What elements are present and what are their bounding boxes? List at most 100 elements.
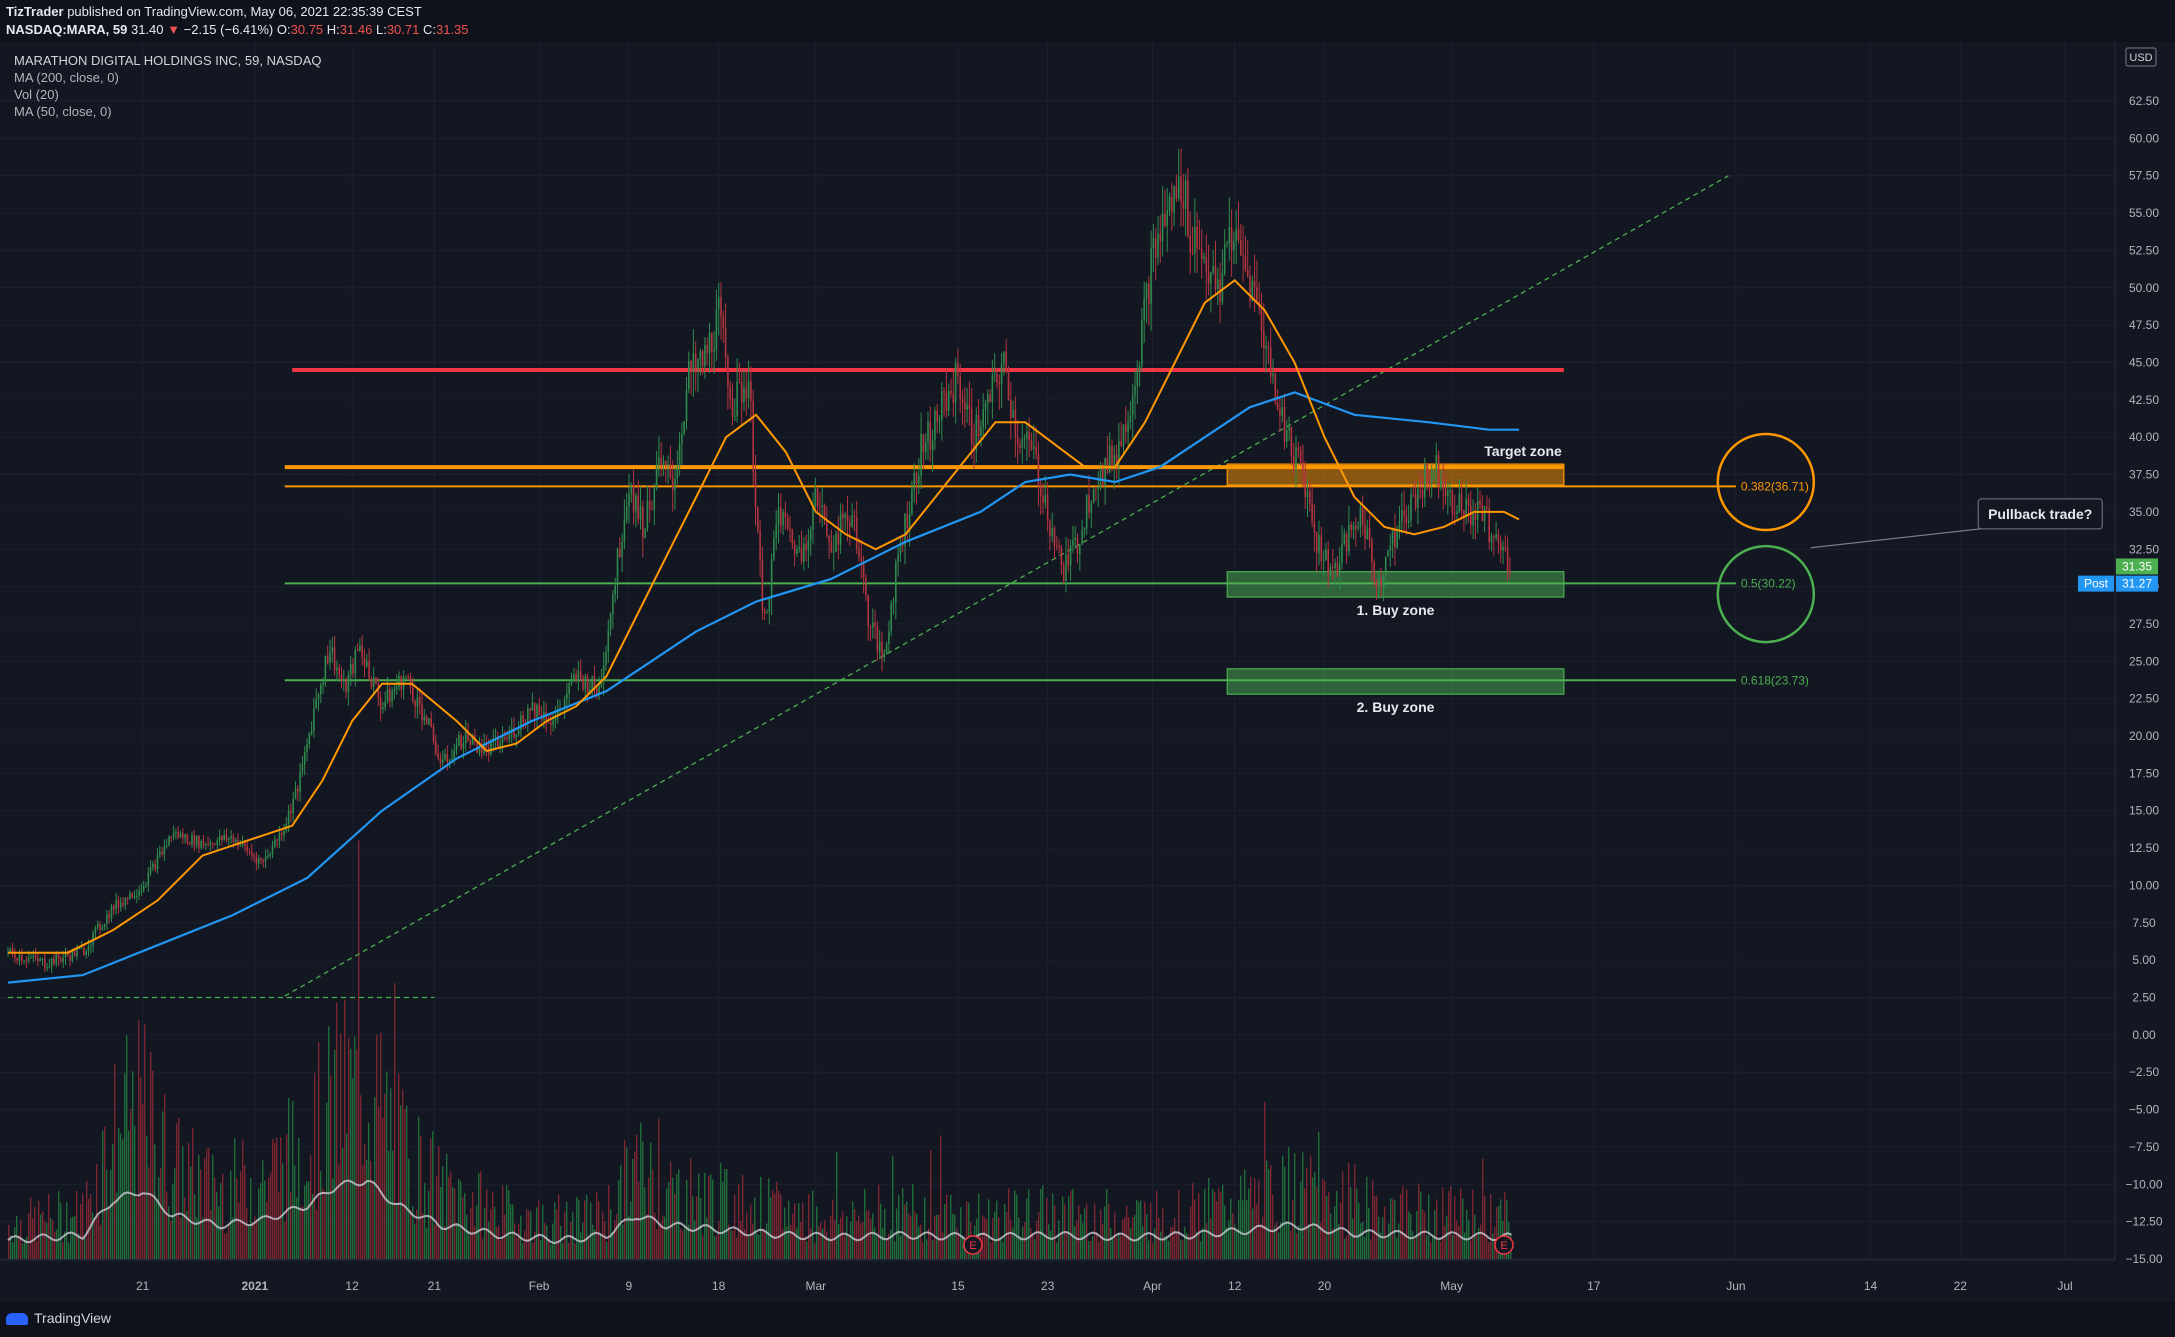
post-badge-label: Post [2084,577,2109,591]
volume-bar [164,1094,166,1259]
candle-body [253,855,255,857]
candle-body [211,842,214,845]
price-axis-badge[interactable]: 31.27 Post [2078,575,2158,592]
time-tick-label: Apr [1143,1279,1162,1293]
candle-body [267,855,269,857]
candle-body [970,408,973,444]
price-tick-label: 2.50 [2132,991,2156,1005]
volume-bar [466,1215,468,1259]
volume-bar [628,1215,630,1259]
legend-vol[interactable]: Vol (20) [14,87,59,102]
candle-body [888,631,890,645]
highlight-circle[interactable] [1716,544,1816,644]
annotations-layer[interactable]: Target zone 1. Buy zone 2. Buy zone 0.382(3… [1357,432,2103,715]
candle-body [44,958,46,968]
candle-body [1309,490,1311,504]
zone-box[interactable] [1226,571,1565,598]
volume-bar [860,1223,862,1259]
candle-body [188,842,191,845]
volume-bar [1088,1241,1090,1259]
candle-body [849,521,851,527]
volume-bar [1264,1102,1266,1259]
candle-body [218,836,221,841]
price-axis[interactable]: 62.50 60.00 57.50 55.00 52.50 50.00 47.50 45.00… [2078,94,2163,1266]
volume-bar [1138,1202,1140,1259]
volume-bar [328,1026,330,1259]
volume-bar [1406,1189,1408,1259]
volume-bar [488,1221,490,1259]
ma200-line[interactable] [7,391,1519,984]
highlight-circle[interactable] [1716,432,1816,532]
candle-body [405,676,407,678]
candle-body [1249,275,1251,301]
tradingview-logo[interactable]: TradingView [6,1310,111,1326]
volume-bar [566,1201,568,1259]
legend-ma200[interactable]: MA (200, close, 0) [14,70,119,85]
publisher-name[interactable]: TizTrader [6,4,64,19]
volume-bar [326,1102,328,1259]
candle-body [225,834,228,840]
trendline-dashed[interactable] [284,175,1729,997]
volume-bar [376,1034,378,1259]
earnings-marker[interactable]: E [1494,1235,1514,1255]
candle-body [370,678,373,687]
legend-ma50[interactable]: MA (50, close, 0) [14,104,112,119]
volume-bar [1288,1147,1290,1259]
volume-bar [104,1126,106,1259]
candle-body [18,955,21,961]
candle-body [1235,228,1237,242]
volume-bar [262,1160,264,1259]
volume-bar [1058,1220,1060,1259]
volume-bar [738,1184,740,1259]
candle-body [826,519,828,536]
volume-bar [1222,1184,1224,1259]
volume-bar [108,1206,110,1259]
candle-body [349,664,352,675]
volume-bar [870,1218,872,1259]
candle-body [1476,500,1479,521]
candle-body [202,840,205,846]
candle-body [161,851,163,855]
earnings-marker[interactable]: E [963,1235,983,1255]
volume-bar [398,1073,400,1259]
zone-box[interactable] [1226,463,1565,486]
candle-body [1097,486,1099,490]
volume-bar [660,1222,662,1259]
time-tick-label: 17 [1587,1279,1601,1293]
volume-bar [1192,1183,1194,1259]
candle-body [1014,409,1017,437]
candle-body [131,892,133,898]
volume-bar [1044,1235,1046,1259]
pullback-callout[interactable]: Pullback trade? [1977,498,2103,530]
volume-bar [1260,1226,1262,1259]
candle-body [1131,395,1134,416]
volume-bar [1252,1208,1254,1259]
candle-body [573,674,575,680]
candle-body [257,858,260,864]
candle-body [812,506,814,531]
candle-body [1440,480,1442,488]
currency-badge[interactable]: USD [2125,47,2157,67]
zone-box[interactable] [1226,668,1565,695]
candle-body [264,856,267,862]
volume-bar [894,1241,896,1259]
volume-bar [70,1218,72,1259]
ma50-line[interactable] [8,278,1520,954]
volume-bar [568,1242,570,1259]
candle-body [437,753,439,758]
volume-bar [1498,1205,1500,1259]
candle-body [980,427,982,437]
volume-bar [1244,1169,1246,1259]
candle-body [446,753,449,762]
price-axis-badge[interactable]: 31.35 [2116,558,2158,575]
time-axis[interactable]: 21 2021 12 21 Feb 9 18 Mar 15 23 Apr 12 20 May 17 Jun 14… [136,1279,2073,1293]
volume-bar [1214,1192,1216,1259]
volume-bar [956,1228,958,1259]
price-tick-label: −7.50 [2129,1140,2160,1154]
candle-body [320,684,322,695]
fib-level-label: 0.382(36.71) [1741,479,1809,493]
volume-bar [86,1180,88,1259]
volume-bar [408,1158,410,1259]
candle-body [1350,524,1352,530]
